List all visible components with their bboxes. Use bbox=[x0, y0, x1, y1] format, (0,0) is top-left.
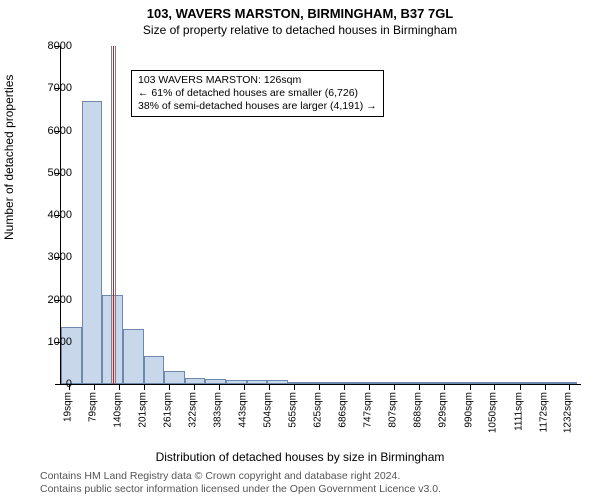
annotation-line: 38% of semi-detached houses are larger (… bbox=[138, 100, 377, 113]
x-tick-label: 19sqm bbox=[62, 392, 73, 422]
x-tick bbox=[144, 384, 145, 390]
x-tick-label: 1232sqm bbox=[563, 392, 574, 433]
histogram-bar bbox=[205, 379, 226, 384]
attribution-line: Contains public sector information licen… bbox=[40, 483, 441, 496]
y-tick-label: 6000 bbox=[48, 125, 72, 137]
x-tick-label: 807sqm bbox=[388, 392, 399, 428]
x-tick bbox=[545, 384, 546, 390]
x-tick-label: 1111sqm bbox=[513, 392, 524, 431]
histogram-bar bbox=[453, 382, 474, 384]
marker-line bbox=[115, 46, 116, 384]
x-tick-label: 443sqm bbox=[237, 392, 248, 428]
histogram-bar bbox=[144, 356, 165, 384]
x-tick-label: 1172sqm bbox=[538, 392, 549, 432]
histogram-bar bbox=[350, 382, 371, 384]
y-tick-label: 7000 bbox=[48, 82, 72, 94]
histogram-bar bbox=[309, 382, 330, 384]
x-tick bbox=[470, 384, 471, 390]
x-tick bbox=[94, 384, 95, 390]
chart-plot-area: 103 WAVERS MARSTON: 126sqm← 61% of detac… bbox=[60, 46, 581, 385]
histogram-bar bbox=[247, 380, 268, 384]
marker-line bbox=[113, 46, 114, 384]
x-tick bbox=[119, 384, 120, 390]
x-tick-label: 868sqm bbox=[413, 392, 424, 428]
x-tick bbox=[494, 384, 495, 390]
histogram-bar bbox=[474, 382, 495, 384]
histogram-bar bbox=[267, 380, 288, 384]
histogram-bar bbox=[494, 382, 515, 384]
x-tick bbox=[520, 384, 521, 390]
y-axis-label: Number of detached properties bbox=[2, 75, 16, 240]
x-tick-label: 990sqm bbox=[463, 392, 474, 428]
y-tick-label: 5000 bbox=[48, 167, 72, 179]
x-tick bbox=[419, 384, 420, 390]
annotation-line: ← 61% of detached houses are smaller (6,… bbox=[138, 87, 377, 100]
y-tick bbox=[55, 384, 61, 385]
x-tick-label: 686sqm bbox=[338, 392, 349, 428]
histogram-bar bbox=[82, 101, 103, 384]
histogram-bar bbox=[288, 382, 309, 384]
x-tick-label: 79sqm bbox=[87, 392, 98, 422]
histogram-bar bbox=[226, 380, 247, 384]
chart-title-2: Size of property relative to detached ho… bbox=[0, 23, 600, 37]
x-tick bbox=[219, 384, 220, 390]
annotation-box: 103 WAVERS MARSTON: 126sqm← 61% of detac… bbox=[131, 70, 384, 117]
x-tick bbox=[169, 384, 170, 390]
x-tick bbox=[369, 384, 370, 390]
histogram-bar bbox=[371, 382, 392, 384]
histogram-bar bbox=[391, 382, 412, 384]
x-tick bbox=[194, 384, 195, 390]
y-tick-label: 0 bbox=[66, 378, 72, 390]
x-tick-label: 929sqm bbox=[438, 392, 449, 428]
y-tick-label: 2000 bbox=[48, 294, 72, 306]
x-tick bbox=[344, 384, 345, 390]
histogram-bar bbox=[536, 382, 557, 384]
x-tick-label: 565sqm bbox=[288, 392, 299, 428]
y-tick-label: 4000 bbox=[48, 209, 72, 221]
x-tick bbox=[394, 384, 395, 390]
marker-line bbox=[111, 46, 112, 384]
x-tick bbox=[269, 384, 270, 390]
histogram-bar bbox=[515, 382, 536, 384]
x-tick-label: 322sqm bbox=[187, 392, 198, 428]
annotation-line: 103 WAVERS MARSTON: 126sqm bbox=[138, 74, 377, 87]
x-tick-label: 261sqm bbox=[162, 392, 173, 428]
histogram-bar bbox=[185, 378, 206, 384]
histogram-bar bbox=[432, 382, 453, 384]
histogram-bar bbox=[164, 371, 185, 384]
x-tick bbox=[244, 384, 245, 390]
x-tick bbox=[444, 384, 445, 390]
x-tick-label: 201sqm bbox=[137, 392, 148, 428]
x-tick-label: 504sqm bbox=[263, 392, 274, 428]
x-tick-label: 625sqm bbox=[312, 392, 323, 428]
x-tick bbox=[319, 384, 320, 390]
attribution-line: Contains HM Land Registry data © Crown c… bbox=[40, 470, 441, 483]
x-tick-label: 1050sqm bbox=[488, 392, 499, 433]
histogram-bar bbox=[329, 382, 350, 384]
y-tick-label: 1000 bbox=[48, 336, 72, 348]
chart-title-1: 103, WAVERS MARSTON, BIRMINGHAM, B37 7GL bbox=[0, 6, 600, 21]
x-tick-label: 747sqm bbox=[363, 392, 374, 428]
x-tick bbox=[569, 384, 570, 390]
x-tick-label: 140sqm bbox=[112, 392, 123, 428]
y-tick-label: 8000 bbox=[48, 40, 72, 52]
histogram-bar bbox=[412, 382, 433, 384]
x-tick-label: 383sqm bbox=[213, 392, 224, 428]
x-tick bbox=[294, 384, 295, 390]
x-axis-label: Distribution of detached houses by size … bbox=[0, 450, 600, 464]
histogram-bar bbox=[556, 382, 577, 384]
histogram-bar bbox=[123, 329, 144, 384]
attribution: Contains HM Land Registry data © Crown c… bbox=[40, 470, 441, 496]
y-tick-label: 3000 bbox=[48, 251, 72, 263]
